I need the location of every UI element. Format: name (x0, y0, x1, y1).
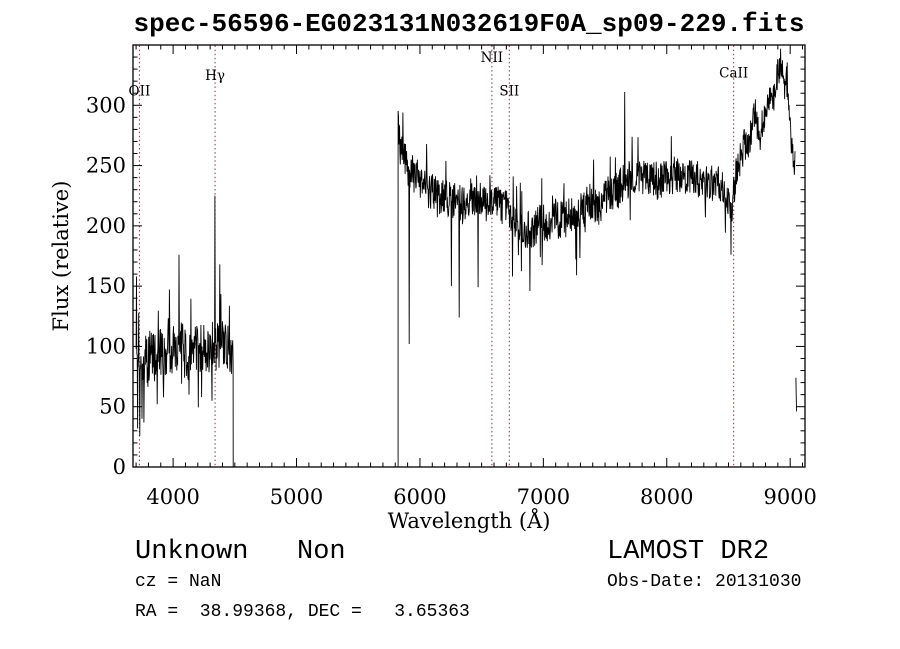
y-tick-label: 50 (99, 395, 126, 419)
y-tick-label: 200 (86, 214, 126, 238)
y-axis-title: Flux (relative) (49, 181, 73, 332)
y-tick-label: 150 (86, 274, 126, 298)
y-tick-label: 250 (86, 154, 126, 178)
spectrum-trace (135, 48, 798, 468)
y-tick-label: 100 (86, 334, 126, 358)
x-tick-label: 7000 (517, 485, 570, 509)
y-tick-label: 0 (113, 455, 126, 479)
spectral-line-label-CaII: CaII (719, 66, 748, 82)
x-tick-label: 5000 (270, 485, 323, 509)
plot-title: spec-56596-EG023131N032619F0A_sp09-229.f… (133, 9, 805, 39)
spectral-line-label-NII: NII (481, 50, 503, 66)
x-tick-label: 6000 (393, 485, 446, 509)
spectrum-plot: 4000 5000 6000 7000 8000 9000 0 50 100 150 200 250 3… (49, 44, 817, 533)
spectral-line-label-Hγ: Hγ (205, 68, 225, 84)
spectral-line-label-SII: SII (499, 84, 519, 100)
spectral-line-label-OII: OII (129, 84, 151, 100)
x-tick-label: 4000 (146, 485, 199, 509)
x-tick-label: 8000 (640, 485, 693, 509)
classification-text: Unknown Non (135, 537, 346, 567)
y-tick-label: 300 (86, 93, 126, 117)
x-axis-title: Wavelength (Å) (388, 508, 551, 533)
cz-text: cz = NaN (135, 572, 222, 592)
ra-dec-text: RA = 38.99368, DEC = 3.65363 (135, 602, 470, 622)
survey-text: LAMOST DR2 (607, 537, 770, 567)
x-tick-label: 9000 (763, 485, 816, 509)
plot-frame (132, 44, 806, 468)
obs-date-text: Obs-Date: 20131030 (607, 572, 802, 592)
